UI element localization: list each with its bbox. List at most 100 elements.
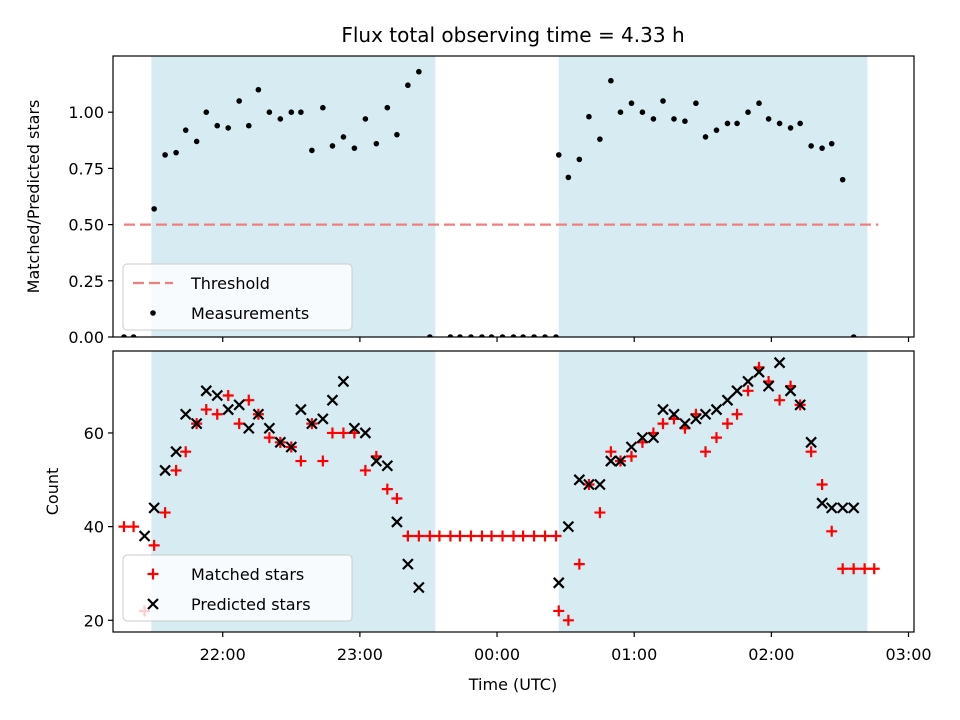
measurement-point (671, 116, 677, 122)
measurement-point (639, 109, 646, 115)
matched-stars-point (700, 446, 712, 458)
measurement-point (214, 122, 221, 129)
predicted-stars-point (326, 394, 339, 406)
legend-label: Threshold (190, 274, 270, 293)
legend-label: Measurements (191, 304, 309, 323)
predicted-stars-point (381, 459, 394, 472)
matched-stars-point (295, 455, 307, 467)
predicted-stars-point (805, 436, 817, 449)
predicted-stars-point (243, 422, 255, 435)
measurement-point (756, 100, 762, 107)
matched-stars-point (413, 530, 425, 542)
predicted-stars-point (233, 399, 245, 411)
top-observing-window-2 (558, 56, 868, 337)
measurement-point (724, 120, 731, 127)
matched-stars-point (553, 605, 565, 617)
top-legend: Threshold Measurements (122, 263, 353, 331)
bottom-panel: 20 40 60 22:00 23:00 00:00 01:00 02:00 03:00 Coun… (43, 350, 932, 664)
x-axis-label: Time (UTC) (468, 675, 557, 694)
predicted-stars-point (762, 380, 775, 392)
matched-stars-point (180, 446, 192, 458)
measurement-point (713, 127, 720, 133)
matched-stars-point (562, 614, 574, 626)
measurement-point (608, 77, 614, 84)
measurement-point (650, 116, 657, 122)
predicted-stars-point (742, 375, 754, 388)
measurement-point (266, 109, 273, 115)
top-y-tick-label: 0.50 (68, 216, 104, 235)
predicted-stars-point (348, 422, 361, 435)
predicted-stars-point (605, 455, 617, 467)
measurement-point (457, 334, 463, 337)
matched-stars-point (528, 530, 540, 542)
matched-stars-point (657, 418, 669, 430)
measurement-point (362, 116, 369, 122)
matched-stars-point (517, 530, 529, 542)
predicted-stars-point (370, 455, 383, 467)
matched-stars-point (476, 530, 488, 542)
bottom-observing-window-2 (558, 351, 868, 632)
matched-stars-point (326, 427, 338, 439)
predicted-stars-point (402, 558, 414, 570)
x-tick-label: 23:00 (337, 645, 383, 664)
matched-stars-point (539, 530, 551, 542)
predicted-stars-point (583, 478, 595, 491)
measurement-point (531, 334, 537, 337)
predicted-stars-point (306, 417, 318, 430)
measurement-point (839, 176, 846, 183)
top-y-tick-label: 0.75 (68, 159, 104, 178)
legend-measurements-marker (150, 310, 156, 316)
measurement-point (394, 131, 400, 138)
matched-stars-point (497, 530, 509, 542)
measurement-point (320, 104, 326, 111)
matched-stars-point (211, 408, 223, 420)
measurement-point (427, 334, 433, 337)
x-tick-label: 02:00 (748, 645, 794, 664)
measurement-point (862, 0, 868, 3)
matched-stars-point (848, 563, 860, 575)
matched-stars-point (444, 530, 456, 542)
matched-stars-point (605, 446, 617, 458)
top-y-axis-label: Matched/Predicted stars (24, 100, 43, 294)
matched-stars-point (454, 530, 466, 542)
matched-stars-point (159, 507, 171, 519)
predicted-stars-point (784, 385, 797, 397)
measurement-point (553, 334, 559, 337)
matched-stars-point (816, 478, 828, 490)
predicted-stars-point (170, 445, 182, 458)
matched-stars-point (243, 394, 255, 406)
bottom-y-tick-label: 40 (84, 518, 104, 537)
predicted-stars-point (138, 530, 151, 542)
measurement-point (734, 120, 740, 127)
measurement-point (617, 109, 624, 115)
matched-stars-point (826, 525, 838, 537)
x-tick-label: 01:00 (611, 645, 657, 664)
matched-stars-point (573, 558, 585, 570)
predicted-stars-point (690, 413, 702, 425)
measurement-point (520, 334, 526, 337)
measurement-point (702, 134, 709, 140)
predicted-stars-point (731, 385, 743, 397)
predicted-stars-point (562, 520, 575, 533)
predicted-stars-point (647, 431, 660, 444)
measurement-point (173, 149, 179, 156)
measurement-point (787, 125, 794, 131)
measurement-point (225, 125, 232, 131)
predicted-stars-point (211, 389, 224, 402)
measurement-point (765, 116, 772, 122)
measurement-point (828, 140, 835, 147)
measurement-point (309, 147, 315, 154)
measurement-point (499, 334, 506, 337)
bottom-legend-box (122, 554, 353, 622)
measurement-point (277, 116, 284, 122)
predicted-stars-point (190, 417, 203, 430)
predicted-stars-point (337, 375, 350, 388)
predicted-stars-point (200, 385, 213, 397)
top-axes-frame (112, 55, 915, 338)
chart-title: Flux total observing time = 4.33 h (341, 23, 684, 47)
measurement-point (819, 145, 825, 151)
measurement-point (479, 334, 485, 337)
predicted-stars-point (679, 417, 691, 430)
predicted-stars-point (285, 441, 298, 453)
